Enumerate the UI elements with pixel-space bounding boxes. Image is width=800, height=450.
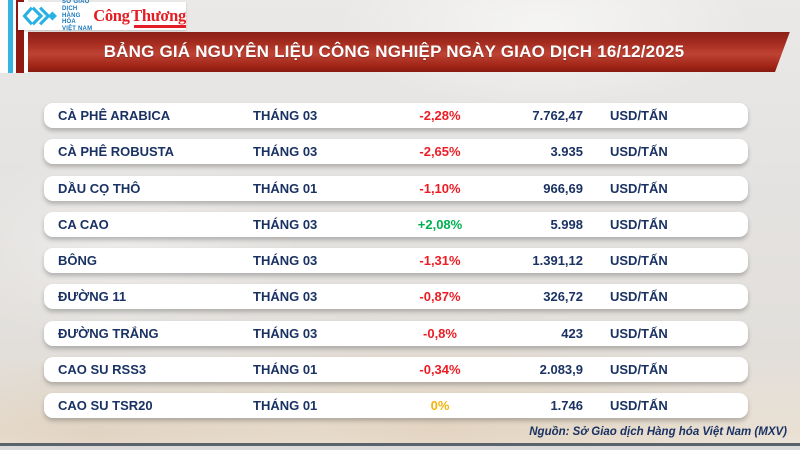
commodity-name: ĐƯỜNG TRẮNG xyxy=(58,325,159,341)
price-unit: USD/TẤN xyxy=(610,398,668,414)
commodity-name: CA CAO xyxy=(58,216,109,232)
page-title: BẢNG GIÁ NGUYÊN LIỆU CÔNG NGHIỆP NGÀY GI… xyxy=(103,41,685,61)
contract-month: THÁNG 03 xyxy=(253,325,318,341)
price-value: 1.391,12 xyxy=(532,253,583,269)
price-value: 423 xyxy=(561,325,583,341)
commodity-name: BÔNG xyxy=(58,253,97,269)
accent-stripe-cyan xyxy=(8,0,13,73)
exchange-name-line: HÀNG HÓA xyxy=(62,12,81,26)
change-percent: -2,65% xyxy=(419,144,461,160)
change-percent: -0,8% xyxy=(423,325,457,341)
bottom-strip xyxy=(0,445,800,450)
change-percent: -2,28% xyxy=(419,108,461,123)
change-percent: -0,87% xyxy=(419,289,461,305)
table-row: DẦU CỌ THÔ THÁNG 01 -1,10% 966,69 USD/TẤ… xyxy=(44,175,748,201)
contract-month: THÁNG 03 xyxy=(253,289,318,305)
change-percent: -1,10% xyxy=(419,180,461,196)
table-row: CAO SU RSS3 THÁNG 01 -0,34% 2.083,9 USD/… xyxy=(44,357,748,383)
commodity-name: CÀ PHÊ ROBUSTA xyxy=(58,144,175,160)
bottom-rule xyxy=(0,443,800,446)
price-value: 3.935 xyxy=(550,144,583,160)
price-unit: USD/TẤN xyxy=(610,180,668,196)
table-row: ĐƯỜNG TRẮNG THÁNG 03 -0,8% 423 USD/TẤN xyxy=(44,320,748,346)
price-value: 966,69 xyxy=(543,180,583,196)
price-value: 2.083,9 xyxy=(539,362,583,378)
commodity-name: CÀ PHÊ ARABICA xyxy=(58,108,171,123)
change-percent: 0% xyxy=(430,398,450,414)
table-row: ĐƯỜNG 11 THÁNG 03 -0,87% 326,72 USD/TẤN xyxy=(44,284,748,310)
commodity-name: CAO SU RSS3 xyxy=(58,362,147,378)
price-value: 326,72 xyxy=(543,289,583,305)
title-banner: BẢNG GIÁ NGUYÊN LIỆU CÔNG NGHIỆP NGÀY GI… xyxy=(28,32,790,73)
source-note: Nguồn: Sở Giao dịch Hàng hóa Việt Nam (M… xyxy=(529,426,787,438)
change-percent: -0,34% xyxy=(419,362,461,378)
price-unit: USD/TẤN xyxy=(610,325,668,341)
table-row: BÔNG THÁNG 03 -1,31% 1.391,12 USD/TẤN xyxy=(44,248,748,274)
exchange-name-line: VIỆT NAM xyxy=(62,26,93,33)
contract-month: THÁNG 01 xyxy=(253,398,318,414)
contract-month: THÁNG 03 xyxy=(253,216,318,232)
table-row: CÀ PHÊ ARABICA THÁNG 03 -2,28% 7.762,47 … xyxy=(44,103,748,128)
change-percent: -1,31% xyxy=(419,253,461,269)
price-unit: USD/TẤN xyxy=(610,144,668,160)
price-value: 7.762,47 xyxy=(532,108,583,123)
contract-month: THÁNG 03 xyxy=(253,108,318,123)
price-unit: USD/TẤN xyxy=(610,362,668,378)
exchange-name-line: SỞ GIAO DỊCH xyxy=(62,0,90,12)
table-row: CA CAO THÁNG 03 +2,08% 5.998 USD/TẤN xyxy=(44,211,748,237)
table-row: CAO SU TSR20 THÁNG 01 0% 1.746 USD/TẤN xyxy=(44,393,748,419)
change-percent: +2,08% xyxy=(417,216,463,232)
logo-plate: SỞ GIAO DỊCH HÀNG HÓA VIỆT NAM Công Thươ… xyxy=(18,0,186,33)
contract-month: THÁNG 01 xyxy=(253,180,318,196)
contract-month: THÁNG 03 xyxy=(253,144,318,160)
accent-stripe-maroon xyxy=(16,0,24,73)
contract-month: THÁNG 03 xyxy=(253,253,318,269)
congthuong-logo: Công Thương xyxy=(93,5,186,29)
price-value: 5.998 xyxy=(550,216,583,232)
congthuong-tagline-bar xyxy=(134,25,186,29)
price-unit: USD/TẤN xyxy=(610,108,668,123)
price-unit: USD/TẤN xyxy=(610,289,668,305)
price-unit: USD/TẤN xyxy=(610,216,668,232)
price-value: 1.746 xyxy=(550,398,583,414)
exchange-name: SỞ GIAO DỊCH HÀNG HÓA VIỆT NAM xyxy=(62,0,93,33)
congthuong-logo-text: Công Thương xyxy=(93,5,186,25)
mxv-logo-icon xyxy=(22,6,57,26)
table-row: CÀ PHÊ ROBUSTA THÁNG 03 -2,65% 3.935 USD… xyxy=(44,139,748,165)
commodity-name: ĐƯỜNG 11 xyxy=(58,289,127,305)
commodity-name: DẦU CỌ THÔ xyxy=(58,180,141,196)
price-unit: USD/TẤN xyxy=(610,253,668,269)
commodity-name: CAO SU TSR20 xyxy=(58,398,153,414)
price-table: CÀ PHÊ ARABICA THÁNG 03 -2,28% 7.762,47 … xyxy=(44,103,748,430)
contract-month: THÁNG 01 xyxy=(253,362,318,378)
